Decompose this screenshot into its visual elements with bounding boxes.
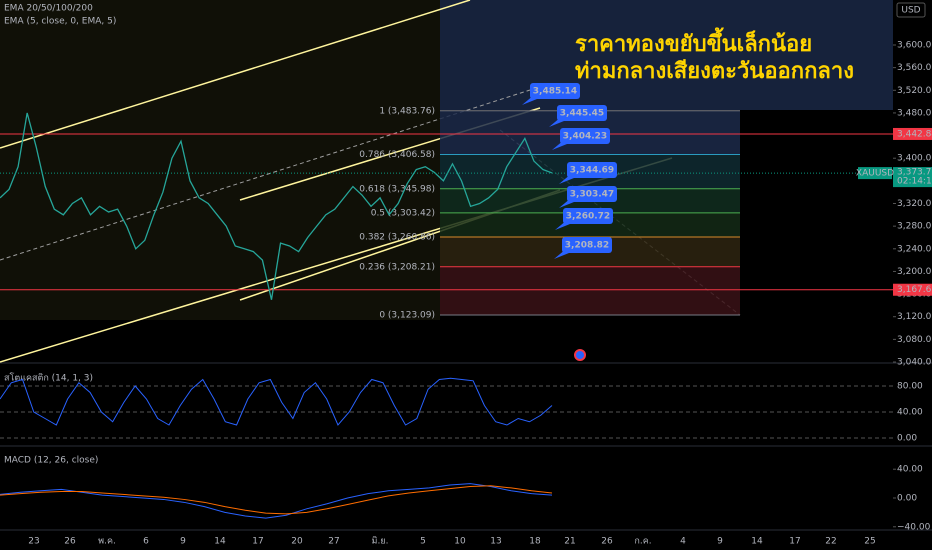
price-tick-label: 3,520.00 bbox=[897, 86, 932, 96]
callout-label: 3,208.82 bbox=[565, 241, 609, 251]
currency[interactable]: USD bbox=[901, 6, 920, 16]
price-tick-label: 3,240.00 bbox=[897, 244, 932, 254]
callout-label: 3,303.47 bbox=[570, 190, 614, 200]
macd-tick-label: −40.00 bbox=[897, 522, 931, 532]
callout bbox=[567, 162, 617, 178]
indicator-legend: EMA 20/50/100/200 bbox=[4, 4, 93, 14]
pane-title: MACD (12, 26, close) bbox=[4, 456, 98, 466]
time-label: 9 bbox=[717, 537, 723, 547]
time-label: ก.ค. bbox=[634, 537, 651, 547]
price-tick-label: 3,480.00 bbox=[897, 108, 932, 118]
fib-label: 0.236 (3,208.21) bbox=[359, 262, 435, 272]
callout-label: 3,404.23 bbox=[563, 132, 607, 142]
time-label: 22 bbox=[825, 537, 836, 547]
headline: ท่ามกลางเสียงตะวันออกกลาง bbox=[575, 59, 854, 84]
macd-signal bbox=[0, 485, 553, 515]
pane-title: สโตแคสติก (14, 1, 3) bbox=[4, 373, 93, 384]
time-label: 17 bbox=[789, 537, 800, 547]
macd-tick-label: 0.00 bbox=[897, 494, 917, 504]
price-marker-label: 3,167.69 bbox=[897, 285, 932, 295]
time-label: พ.ค. bbox=[98, 537, 116, 547]
time-label: 26 bbox=[64, 537, 76, 547]
fib-label: 1 (3,483.76) bbox=[379, 106, 435, 116]
headline: ราคาทองขยับขึ้นเล็กน้อย bbox=[575, 27, 812, 57]
price-tick-label: 3,400.00 bbox=[897, 154, 932, 164]
stoch-tick-label: 40.00 bbox=[897, 408, 923, 418]
time-label: มิ.ย. bbox=[372, 536, 389, 547]
fib-label: 0.5 (3,303.42) bbox=[371, 208, 435, 218]
fib-label: 0 (3,123.09) bbox=[379, 310, 435, 320]
macd-tick-label: 40.00 bbox=[897, 465, 923, 475]
price-tick-label: 3,080.00 bbox=[897, 335, 932, 345]
callout bbox=[560, 128, 610, 144]
price-marker bbox=[893, 283, 932, 296]
price-tick-label: 3,280.00 bbox=[897, 222, 932, 232]
last-price-label: 3,373.71 bbox=[897, 168, 932, 178]
projection-box bbox=[440, 0, 893, 110]
time-label: 13 bbox=[490, 537, 501, 547]
fib-zone bbox=[440, 266, 740, 315]
symbol-label: XAUUSD bbox=[856, 169, 894, 179]
time-label: 14 bbox=[214, 537, 226, 547]
time-label: 27 bbox=[328, 537, 339, 547]
callout-label: 3,485.14 bbox=[533, 87, 577, 97]
stoch-k bbox=[0, 377, 553, 426]
price-tick-label: 3,040.00 bbox=[897, 358, 932, 368]
callout bbox=[530, 83, 580, 99]
price-marker bbox=[893, 127, 932, 140]
callout-label: 3,445.45 bbox=[560, 109, 604, 119]
price-tick-label: 3,560.00 bbox=[897, 63, 932, 73]
shaded-range bbox=[0, 0, 440, 320]
callout bbox=[567, 186, 617, 202]
fib-label: 0.618 (3,345.98) bbox=[359, 184, 435, 194]
price-marker-label: 3,442.84 bbox=[897, 129, 932, 139]
macd-macd bbox=[0, 483, 553, 519]
time-label: 10 bbox=[454, 537, 466, 547]
last-price-box bbox=[893, 167, 932, 188]
price-tick-label: 3,600.00 bbox=[897, 41, 932, 51]
symbol-tag bbox=[858, 167, 892, 180]
time-label: 9 bbox=[180, 537, 186, 547]
indicator-legend: EMA (5, close, 0, EMA, 5) bbox=[4, 17, 116, 27]
price-line bbox=[0, 112, 553, 300]
time-label: 14 bbox=[751, 537, 763, 547]
price-axis-bg bbox=[893, 0, 932, 550]
callout-label: 3,344.69 bbox=[570, 166, 614, 176]
stoch-tick-label: 80.00 bbox=[897, 382, 923, 392]
fib-label: 0.382 (3,260.86) bbox=[359, 232, 435, 242]
time-label: 5 bbox=[420, 537, 426, 547]
callout bbox=[563, 208, 613, 224]
fib-label: 0.786 (3,406.58) bbox=[359, 150, 435, 160]
price-tick-label: 3,320.00 bbox=[897, 199, 932, 209]
callout bbox=[562, 237, 612, 253]
time-label: 18 bbox=[529, 537, 541, 547]
time-label: 6 bbox=[143, 537, 149, 547]
currency-button[interactable] bbox=[896, 2, 926, 18]
time-label: 21 bbox=[564, 537, 575, 547]
callout bbox=[557, 105, 607, 121]
time-label: 26 bbox=[601, 537, 613, 547]
time-label: 17 bbox=[252, 537, 263, 547]
event-icon[interactable] bbox=[574, 349, 586, 361]
time-label: 4 bbox=[680, 537, 686, 547]
time-label: 20 bbox=[291, 537, 303, 547]
channel-line bbox=[0, 0, 471, 149]
price-tick-label: 3,200.00 bbox=[897, 267, 932, 277]
countdown: 02:14:16 bbox=[897, 177, 932, 187]
callout-label: 3,260.72 bbox=[566, 212, 610, 222]
stoch-tick-label: 0.00 bbox=[897, 434, 917, 444]
time-label: 23 bbox=[28, 537, 39, 547]
price-tick-label: 3,120.00 bbox=[897, 312, 932, 322]
time-label: 25 bbox=[864, 537, 875, 547]
